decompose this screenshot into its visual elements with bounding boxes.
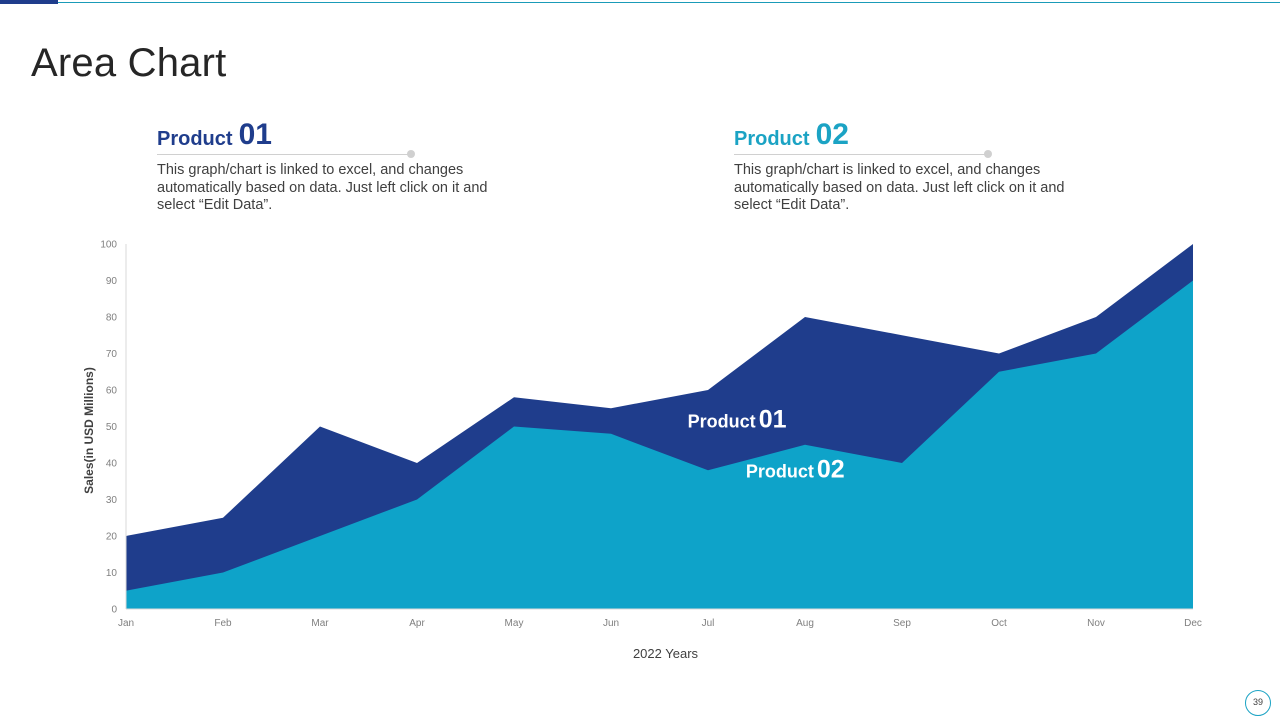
x-tick-label: Jul xyxy=(702,618,715,629)
x-tick-label: Jan xyxy=(118,618,134,629)
y-tick-label: 10 xyxy=(106,568,118,579)
annotation-product-01: Product 01 xyxy=(688,405,787,433)
annotation-name: Product xyxy=(746,461,814,481)
annotation-name: Product xyxy=(688,411,756,431)
top-rule xyxy=(0,2,1280,3)
x-tick-label: Feb xyxy=(214,618,232,629)
y-tick-label: 0 xyxy=(111,605,117,616)
x-axis-title: 2022 Years xyxy=(633,646,699,661)
x-tick-label: Apr xyxy=(409,618,425,629)
legend-product-02-name: Product xyxy=(734,128,810,150)
x-tick-label: Nov xyxy=(1087,618,1105,629)
y-tick-label: 50 xyxy=(106,422,118,433)
legend-product-01-name: Product xyxy=(157,128,233,150)
y-tick-label: 80 xyxy=(106,313,118,324)
legend-product-01-description: This graph/chart is linked to excel, and… xyxy=(157,162,488,213)
legend-product-01: Product 01 This graph/chart is linked to… xyxy=(157,118,502,215)
y-tick-label: 90 xyxy=(106,276,118,287)
page-title: Area Chart xyxy=(31,40,227,85)
y-tick-label: 30 xyxy=(106,495,118,506)
legend-product-02-number: 02 xyxy=(815,118,849,151)
legend-rule xyxy=(157,154,411,155)
page-number: 39 xyxy=(1245,690,1271,716)
legend-product-02-description: This graph/chart is linked to excel, and… xyxy=(734,162,1065,213)
series-area-product-02 xyxy=(126,280,1193,609)
y-tick-label: 100 xyxy=(100,240,117,251)
annotation-number: 02 xyxy=(817,455,845,483)
x-tick-label: Aug xyxy=(796,618,814,629)
top-accent-bar xyxy=(0,0,58,4)
annotation-number: 01 xyxy=(759,405,787,433)
legend-dot xyxy=(984,150,992,158)
y-tick-label: 60 xyxy=(106,386,118,397)
x-tick-label: Mar xyxy=(311,618,329,629)
x-tick-label: May xyxy=(505,618,524,629)
y-tick-label: 70 xyxy=(106,349,118,360)
x-tick-label: Sep xyxy=(893,618,911,629)
y-axis-title: Sales(in USD Millions) xyxy=(82,367,96,494)
x-tick-label: Jun xyxy=(603,618,619,629)
x-tick-label: Dec xyxy=(1184,618,1202,629)
y-tick-label: 40 xyxy=(106,459,118,470)
annotation-product-02: Product 02 xyxy=(746,455,845,483)
legend-rule xyxy=(734,154,988,155)
legend-product-01-number: 01 xyxy=(238,118,272,151)
y-tick-label: 20 xyxy=(106,532,118,543)
legend-product-02: Product 02 This graph/chart is linked to… xyxy=(734,118,1079,215)
x-tick-label: Oct xyxy=(991,618,1007,629)
legend-dot xyxy=(407,150,415,158)
